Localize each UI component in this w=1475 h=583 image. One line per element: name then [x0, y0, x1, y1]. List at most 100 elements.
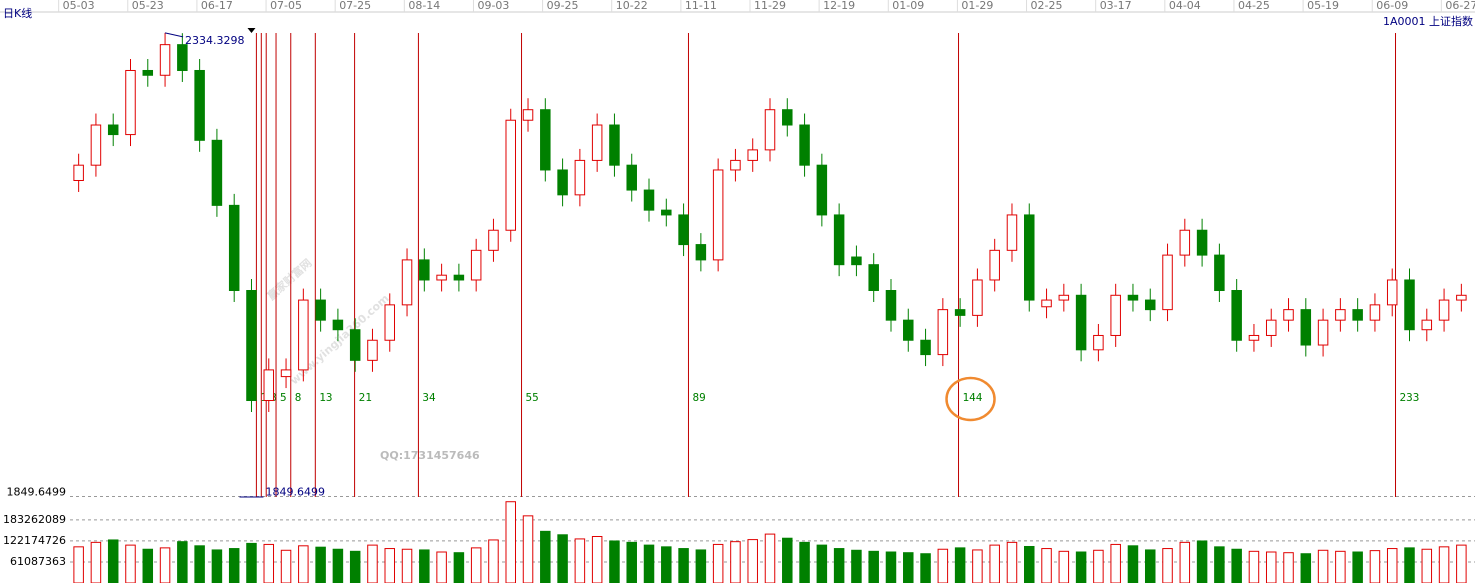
candle-body — [401, 259, 413, 306]
volume-bar — [972, 549, 983, 583]
candle-body — [937, 309, 949, 356]
candle-body — [954, 309, 966, 316]
x-tick-label: 05-19 — [1307, 0, 1339, 12]
candle-body — [1127, 294, 1139, 301]
volume-bar — [177, 541, 188, 583]
volume-bar — [522, 515, 534, 583]
y-tick-label: 1849.6499 — [7, 486, 67, 499]
candle-body — [1421, 319, 1433, 331]
volume-bar — [1369, 550, 1381, 583]
candle-body — [799, 124, 810, 166]
chart-subtitle: 1A0001 上证指数 — [1383, 14, 1473, 28]
candle-body — [626, 164, 637, 191]
volume-bar — [1214, 546, 1225, 583]
candle-body — [1386, 279, 1398, 306]
candle-body — [643, 189, 655, 211]
volume-bar — [1317, 549, 1329, 583]
candle-body — [332, 319, 344, 331]
x-tick-label: 09-03 — [477, 0, 509, 12]
candle-body — [384, 304, 396, 341]
volume-bar — [609, 540, 620, 583]
candle-body — [678, 214, 689, 246]
volume-bar — [557, 534, 568, 583]
volume-bar — [1127, 545, 1139, 583]
candle-body — [1162, 254, 1173, 311]
volume-bar — [903, 552, 914, 583]
candle-body — [1335, 309, 1346, 321]
volume-bar — [73, 546, 84, 583]
volume-bar — [159, 547, 171, 583]
volume-bar — [1058, 550, 1070, 583]
fib-label: 5 — [280, 391, 287, 404]
candle-body — [315, 299, 326, 321]
candle-body — [816, 164, 828, 216]
candle-body — [1110, 294, 1121, 336]
volume-bar — [591, 536, 603, 583]
fib-label: 55 — [526, 391, 539, 404]
x-tick-label: 04-25 — [1238, 0, 1270, 12]
candle-body — [574, 159, 586, 196]
volume-bar — [695, 549, 707, 583]
volume-bar — [1179, 541, 1191, 583]
candle-body — [764, 109, 776, 151]
fib-label: 144 — [963, 391, 983, 404]
volume-bar — [885, 551, 897, 583]
volume-bar — [1456, 544, 1467, 583]
volume-bar — [799, 541, 810, 583]
candle-body — [1041, 299, 1052, 308]
candle-body — [107, 124, 119, 136]
volume-bar — [626, 541, 637, 583]
candle-body — [920, 339, 931, 356]
volume-bar — [1093, 549, 1104, 583]
x-tick-label: 06-27 — [1445, 0, 1475, 12]
candle-body — [1214, 254, 1225, 292]
candle-body — [1283, 309, 1294, 321]
candle-body — [1438, 299, 1450, 321]
candle-body — [972, 279, 983, 316]
volume-bar — [868, 550, 879, 583]
candle-body — [1093, 334, 1104, 351]
candle-body — [1265, 319, 1277, 336]
x-tick-label: 03-17 — [1100, 0, 1132, 12]
candle-body — [1144, 299, 1156, 311]
volume-bar — [488, 539, 499, 583]
candle-body — [1456, 294, 1467, 301]
candle-body — [1352, 309, 1363, 321]
candle-body — [1179, 229, 1191, 256]
volume-bar — [505, 501, 516, 583]
volume-bar — [712, 543, 724, 583]
candle-body — [833, 214, 845, 266]
volume-bar — [298, 545, 309, 583]
candle-body — [1317, 319, 1329, 346]
fib-label: 34 — [422, 391, 436, 404]
x-tick-label: 06-09 — [1376, 0, 1408, 12]
volume-bar — [1352, 551, 1363, 583]
candle-body — [125, 69, 136, 136]
volume-bar — [280, 549, 292, 583]
watermark: QQ:1731457646 — [380, 449, 480, 462]
x-tick-label: 07-05 — [270, 0, 302, 12]
volume-bar — [1438, 546, 1450, 583]
volume-bar — [920, 553, 931, 583]
volume-bar — [954, 547, 966, 583]
candle-body — [782, 109, 793, 126]
high-label: 2334.3298 — [185, 34, 245, 47]
volume-bar — [1162, 548, 1173, 583]
candle-body — [298, 299, 309, 371]
volume-bar — [782, 537, 793, 583]
candle-body — [1006, 214, 1018, 251]
volume-bar — [107, 539, 119, 583]
fib-label: 13 — [319, 391, 332, 404]
volume-bar — [661, 546, 672, 583]
volume-bar — [315, 546, 326, 583]
volume-bar — [453, 552, 465, 583]
x-tick-label: 04-04 — [1169, 0, 1201, 12]
volume-bar — [1231, 548, 1242, 583]
low-label: 1849.6499 — [265, 486, 325, 499]
volume-bar — [194, 545, 205, 583]
volume-bar — [1300, 553, 1312, 583]
volume-bar — [1335, 550, 1346, 583]
candle-body — [246, 290, 257, 402]
candle-body — [142, 69, 154, 76]
